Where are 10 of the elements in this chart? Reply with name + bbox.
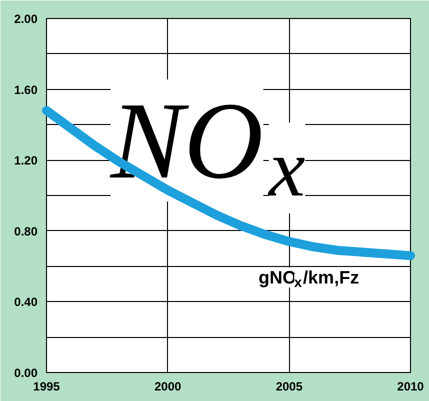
y-tick-label: 1.60 bbox=[14, 82, 38, 97]
y-tick-label: 2.00 bbox=[14, 12, 38, 26]
x-tick-label: 1995 bbox=[33, 380, 60, 394]
x-tick-label: 2000 bbox=[154, 380, 182, 394]
y-tick-label: 0.80 bbox=[14, 224, 38, 238]
y-tick-label: 0.40 bbox=[14, 295, 38, 310]
x-tick-label: 2010 bbox=[397, 380, 424, 394]
y-tick-label: 1.20 bbox=[14, 154, 38, 168]
x-tick-label: 2005 bbox=[276, 380, 303, 394]
y-tick-label: 0.00 bbox=[14, 366, 38, 380]
